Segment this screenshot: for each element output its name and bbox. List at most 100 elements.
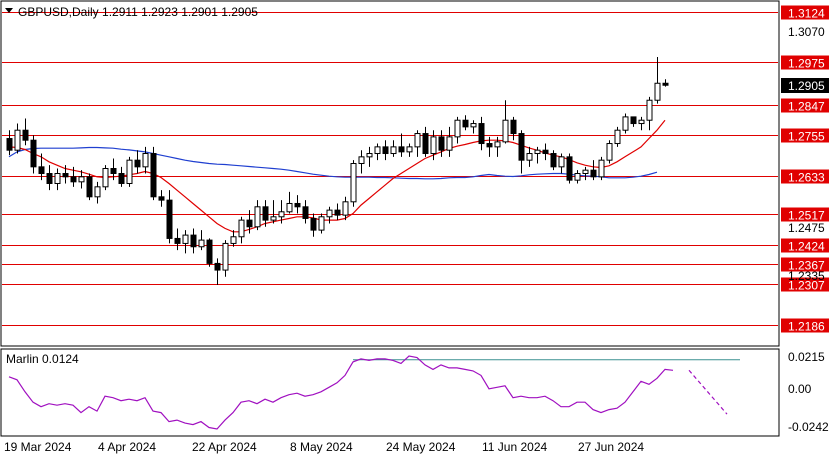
candle-body bbox=[118, 173, 125, 184]
level-badge bbox=[781, 257, 829, 272]
level-label: 1.2975 bbox=[788, 57, 825, 71]
candle bbox=[302, 200, 309, 224]
candle-body bbox=[358, 156, 365, 165]
candles bbox=[6, 56, 669, 286]
candle bbox=[638, 116, 645, 131]
candle-body bbox=[558, 156, 565, 168]
candle-body bbox=[86, 176, 93, 198]
candle bbox=[54, 168, 61, 191]
candle-body bbox=[534, 149, 541, 155]
candle bbox=[22, 118, 29, 146]
oscillator-layer bbox=[8, 355, 740, 430]
candle bbox=[86, 173, 93, 201]
candle-body bbox=[438, 136, 445, 151]
level-label: 1.3124 bbox=[788, 7, 825, 21]
candle bbox=[398, 133, 405, 157]
candle-body bbox=[78, 176, 85, 183]
candle-body bbox=[566, 156, 573, 181]
candle-body bbox=[630, 116, 637, 125]
candle bbox=[174, 228, 181, 251]
level-badge bbox=[781, 169, 829, 184]
candle-body bbox=[46, 173, 53, 184]
candle bbox=[286, 191, 293, 214]
time-label: 11 Jun 2024 bbox=[482, 440, 547, 454]
indicator-tick: -0.0242 bbox=[788, 420, 829, 434]
candle bbox=[182, 230, 189, 254]
candle bbox=[446, 126, 453, 157]
candle-body bbox=[30, 139, 37, 168]
level-badge bbox=[781, 98, 829, 113]
candle-body bbox=[654, 82, 661, 101]
level-badge bbox=[781, 277, 829, 292]
candle bbox=[382, 140, 389, 161]
candle bbox=[566, 153, 573, 184]
candle-body bbox=[382, 146, 389, 155]
candle bbox=[294, 195, 301, 214]
time-label: 27 Jun 2024 bbox=[578, 440, 644, 454]
candle-body bbox=[302, 206, 309, 219]
candle bbox=[118, 166, 125, 187]
candle-body bbox=[270, 216, 277, 221]
candle-body bbox=[446, 136, 453, 151]
candle-body bbox=[222, 242, 229, 271]
candle bbox=[406, 143, 413, 157]
candle bbox=[78, 170, 85, 189]
level-badge bbox=[781, 207, 829, 222]
time-label: 8 May 2024 bbox=[290, 440, 353, 454]
candle bbox=[6, 130, 13, 156]
level-label: 1.2755 bbox=[788, 130, 825, 144]
indicator-tick: 0.00 bbox=[788, 382, 812, 396]
candle-body bbox=[198, 239, 205, 248]
candle bbox=[534, 146, 541, 164]
candle bbox=[206, 238, 213, 267]
candle-body bbox=[550, 153, 557, 168]
candle bbox=[246, 210, 253, 234]
candle-body bbox=[174, 237, 181, 244]
candle-body bbox=[390, 146, 397, 155]
time-label: 24 May 2024 bbox=[386, 440, 456, 454]
level-label: 1.2633 bbox=[788, 171, 825, 185]
price-tick: 1.2335 bbox=[788, 269, 825, 283]
candle-body bbox=[502, 119, 509, 143]
candle-body bbox=[374, 146, 381, 155]
candle-body bbox=[430, 136, 437, 155]
candle-body bbox=[486, 143, 493, 148]
candle-body bbox=[494, 141, 501, 148]
level-label: 1.2367 bbox=[788, 259, 825, 273]
candle bbox=[94, 181, 101, 204]
candle-body bbox=[350, 163, 357, 203]
candle bbox=[478, 116, 485, 151]
candle bbox=[30, 135, 37, 174]
symbol-menu-triangle-icon[interactable] bbox=[5, 8, 13, 13]
indicator-label: Marlin 0.0124 bbox=[6, 352, 79, 366]
candle-body bbox=[286, 202, 293, 213]
candle-body bbox=[22, 129, 29, 141]
candle-body bbox=[606, 143, 613, 161]
level-badge bbox=[781, 238, 829, 253]
oscillator-forecast bbox=[688, 369, 728, 415]
candle-body bbox=[150, 153, 157, 198]
candle-body bbox=[110, 168, 117, 174]
candle bbox=[470, 120, 477, 134]
candle-body bbox=[190, 234, 197, 248]
candle bbox=[606, 140, 613, 164]
price-pane-frame bbox=[0, 0, 780, 347]
candle bbox=[342, 196, 349, 221]
candle-body bbox=[14, 129, 21, 151]
candle-body bbox=[230, 236, 237, 244]
candle-body bbox=[526, 153, 533, 161]
candle bbox=[62, 165, 69, 184]
candle bbox=[390, 140, 397, 157]
candle-body bbox=[246, 219, 253, 228]
level-label: 1.2847 bbox=[788, 100, 825, 114]
candle-body bbox=[262, 206, 269, 221]
candle bbox=[430, 130, 437, 161]
time-label: 22 Apr 2024 bbox=[192, 440, 257, 454]
candle bbox=[14, 123, 21, 154]
candle bbox=[422, 126, 429, 157]
candle bbox=[46, 165, 53, 191]
candle-body bbox=[454, 119, 461, 138]
level-badge bbox=[781, 128, 829, 143]
candle-body bbox=[662, 82, 669, 86]
